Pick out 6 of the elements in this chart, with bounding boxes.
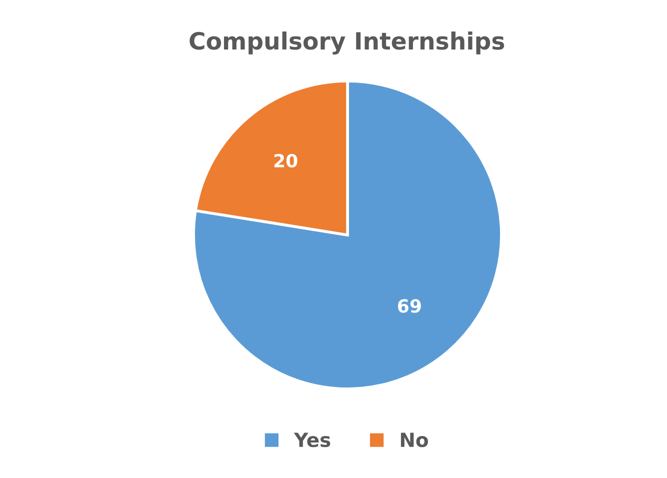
legend-label: Yes [294, 432, 330, 448]
data-label: 20 [274, 154, 298, 168]
pie-slice [192, 80, 503, 390]
data-label: 69 [398, 299, 421, 313]
legend-label: No [400, 432, 428, 448]
chart-title: Compulsory Internships [190, 32, 504, 55]
